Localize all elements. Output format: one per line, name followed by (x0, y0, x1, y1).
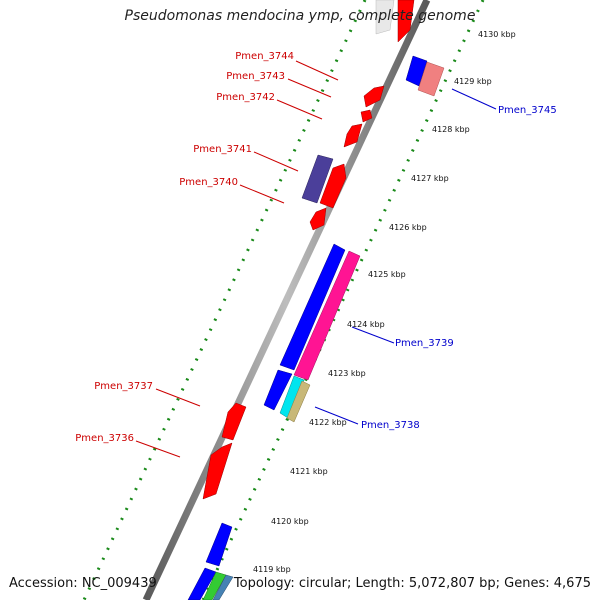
kbp-tick-label: 4124 kbp (347, 320, 385, 329)
genome-backbone (142, 0, 431, 600)
kbp-tick-label: 4130 kbp (478, 30, 516, 39)
gene-arrow[interactable] (343, 123, 363, 148)
kbp-tick-label: 4122 kbp (309, 418, 347, 427)
kbp-tick-label: 4129 kbp (454, 77, 492, 86)
kbp-tick-label: 4125 kbp (368, 270, 406, 279)
gene-label-minus[interactable]: Pmen_3744 (235, 51, 294, 62)
gene-arrow[interactable] (263, 369, 293, 411)
kbp-tick-label: 4126 kbp (389, 223, 427, 232)
genome-title: Pseudomonas mendocina ymp, complete geno… (124, 8, 476, 24)
gene-label-plus[interactable]: Pmen_3739 (395, 338, 454, 349)
gene-arrow[interactable] (319, 163, 347, 209)
gene-arrow[interactable] (363, 85, 385, 108)
minus-label-leaders (135, 60, 339, 458)
gene-label-minus[interactable]: Pmen_3737 (94, 381, 153, 392)
kbp-tick-label: 4120 kbp (271, 517, 309, 526)
gene-arrow[interactable] (205, 522, 233, 567)
kbp-tick-label: 4121 kbp (290, 467, 328, 476)
scale-ticks: 4119 kbp 4120 kbp 4121 kbp 4122 kbp 4123… (253, 30, 516, 574)
outer-track-dots (82, 0, 367, 600)
kbp-tick-label: 4123 kbp (328, 369, 366, 378)
gene-label-minus[interactable]: Pmen_3742 (216, 92, 275, 103)
gene-arrow[interactable] (360, 109, 373, 123)
plus-label-leaders (314, 88, 497, 425)
gene-label-plus[interactable]: Pmen_3738 (361, 420, 420, 431)
kbp-tick-label: 4127 kbp (411, 174, 449, 183)
gene-arrow[interactable] (293, 250, 361, 381)
gene-label-minus[interactable]: Pmen_3743 (226, 71, 285, 82)
inner-track-dots (201, 0, 485, 600)
gene-arrow[interactable] (417, 61, 445, 97)
gene-arrow[interactable] (202, 442, 233, 500)
accession-text: Accession: NC_009439 (9, 576, 157, 591)
gene-arrow[interactable] (212, 574, 234, 600)
gene-arrow[interactable] (375, 0, 395, 35)
gene-arrow[interactable] (221, 402, 247, 441)
gene-label-minus[interactable]: Pmen_3736 (75, 433, 134, 444)
gene-arrow[interactable] (397, 0, 415, 43)
gene-arrow[interactable] (405, 55, 428, 87)
gene-arrow[interactable] (286, 380, 311, 423)
gene-arrow[interactable] (301, 154, 334, 204)
kbp-tick-label: 4128 kbp (432, 125, 470, 134)
gene-arrow[interactable] (187, 567, 217, 600)
gene-arrow[interactable] (202, 571, 227, 600)
gene-label-minus[interactable]: Pmen_3741 (193, 144, 252, 155)
gene-label-minus[interactable]: Pmen_3740 (179, 177, 238, 188)
kbp-tick-label: 4119 kbp (253, 565, 291, 574)
gene-arrow[interactable] (279, 243, 346, 371)
gene-arrow[interactable] (309, 207, 327, 231)
topology-text: Topology: circular; Length: 5,072,807 bp… (233, 576, 591, 591)
gene-label-plus[interactable]: Pmen_3745 (498, 105, 557, 116)
